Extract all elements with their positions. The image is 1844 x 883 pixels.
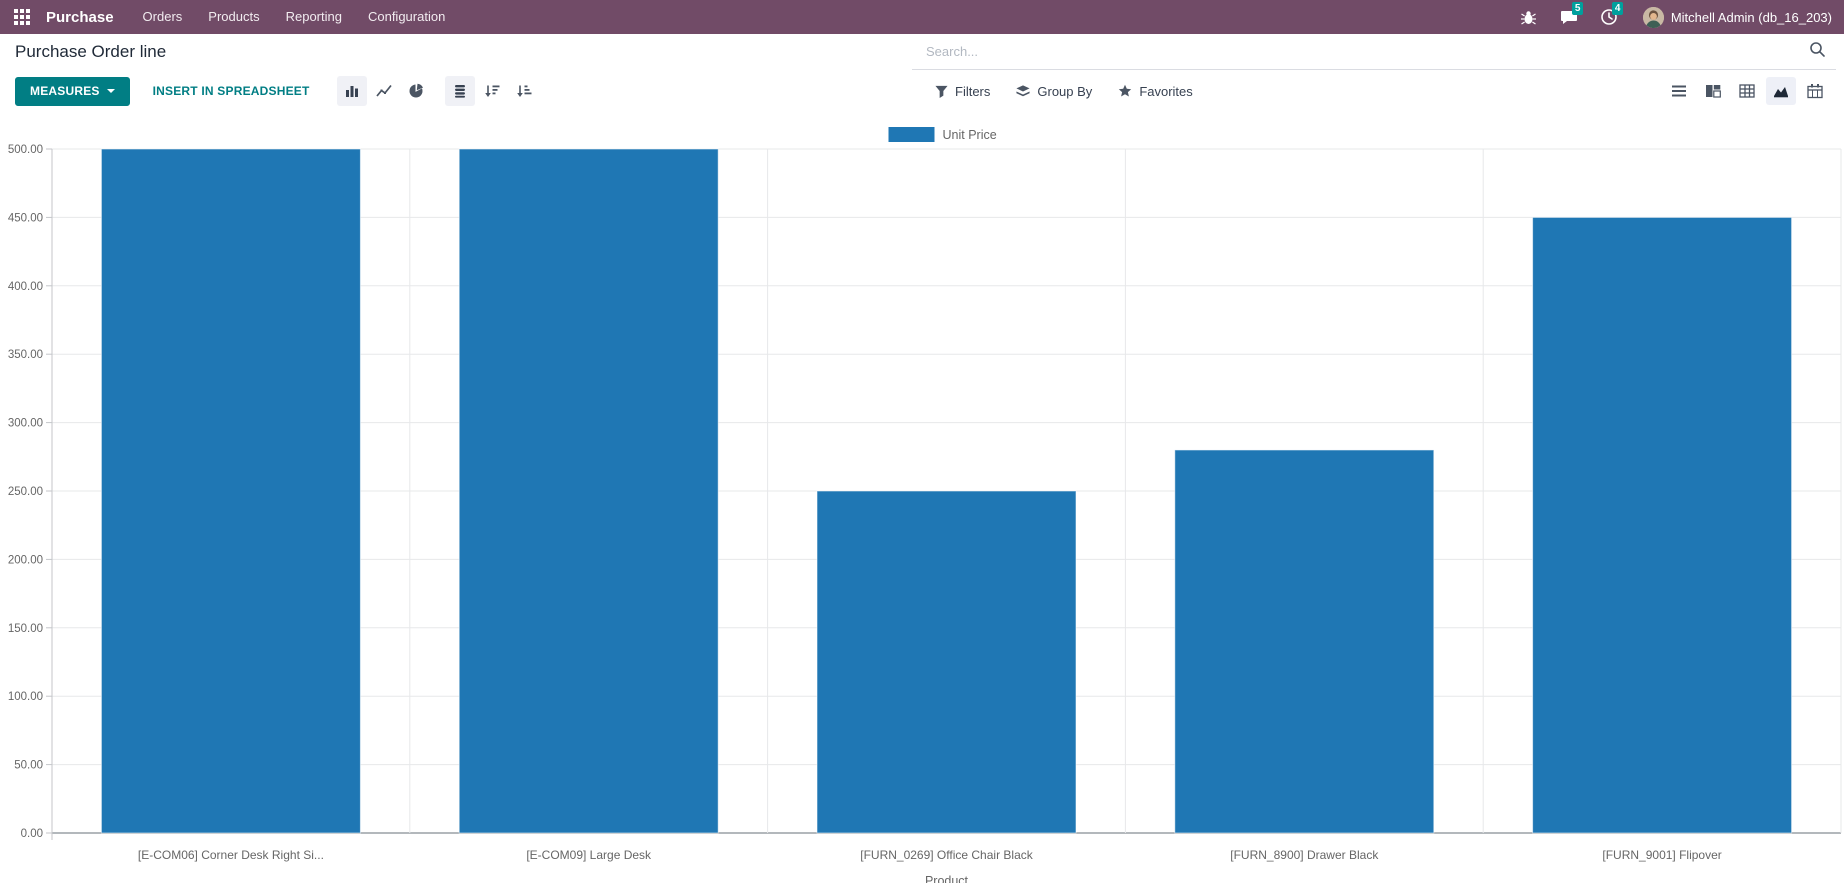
- toolbar: MEASURES INSERT IN SPREADSHEET: [0, 70, 1844, 112]
- search-facets: Filters Group By Favorites: [935, 70, 1193, 112]
- menu-configuration[interactable]: Configuration: [367, 9, 446, 24]
- measures-button[interactable]: MEASURES: [15, 76, 130, 106]
- pie-chart-icon: [409, 82, 423, 98]
- menu-reporting[interactable]: Reporting: [285, 9, 342, 24]
- messages-badge: 5: [1571, 2, 1584, 15]
- y-tick-label: 500.00: [8, 144, 43, 156]
- sort-descending-icon: [484, 85, 500, 97]
- sort-descending-button[interactable]: [477, 76, 507, 106]
- y-tick-label: 50.00: [14, 760, 43, 772]
- group-by-button[interactable]: Group By: [1016, 84, 1092, 99]
- insert-in-spreadsheet-button[interactable]: INSERT IN SPREADSHEET: [147, 83, 316, 99]
- y-tick-label: 0.00: [21, 828, 43, 840]
- user-menu[interactable]: Mitchell Admin (db_16_203): [1670, 9, 1832, 25]
- bar-2[interactable]: [458, 148, 719, 834]
- list-view-icon: [1672, 85, 1686, 97]
- y-tick-label: 250.00: [8, 486, 43, 498]
- sort-ascending-button[interactable]: [509, 76, 539, 106]
- bar-3[interactable]: [816, 490, 1077, 834]
- menu-orders[interactable]: Orders: [142, 9, 183, 24]
- bar-chart-button[interactable]: [336, 76, 367, 106]
- graph-view-button[interactable]: [1766, 77, 1796, 105]
- graph-view: 0.00 50.00 100.00 150.00 200.00 250.00 300.00 3…: [0, 112, 1844, 883]
- activities-badge: 4: [1611, 2, 1624, 15]
- line-chart-icon: [375, 84, 392, 97]
- messages-icon[interactable]: 5: [1558, 2, 1584, 28]
- x-tick-label: [FURN_9001] Flipover: [1602, 848, 1721, 862]
- chevron-down-icon: [106, 89, 115, 93]
- group-by-label: Group By: [1037, 83, 1093, 99]
- bar-5[interactable]: [1532, 216, 1793, 834]
- search-bar[interactable]: [912, 34, 1836, 70]
- bug-icon[interactable]: [1518, 6, 1540, 28]
- bar-1[interactable]: [100, 148, 361, 834]
- x-tick-label: [FURN_8900] Drawer Black: [1230, 848, 1379, 862]
- y-tick-label: 200.00: [8, 554, 43, 566]
- x-axis-title: Product: [925, 874, 969, 883]
- pivot-view-icon: [1739, 84, 1755, 98]
- page-title: Purchase Order line: [15, 42, 167, 61]
- sort-ascending-icon: [516, 85, 532, 97]
- control-panel-top: Purchase Order line: [0, 34, 1844, 70]
- favorites-label: Favorites: [1139, 83, 1193, 99]
- activities-clock-icon[interactable]: 4: [1598, 2, 1624, 28]
- legend-item[interactable]: Unit Price: [888, 127, 997, 142]
- line-chart-button[interactable]: [369, 76, 399, 106]
- pie-chart-button[interactable]: [401, 76, 431, 106]
- y-tick-label: 100.00: [8, 691, 43, 703]
- stacked-icon: [454, 85, 465, 98]
- bar-4[interactable]: [1174, 449, 1435, 834]
- calendar-view-icon: [1807, 84, 1823, 99]
- user-avatar[interactable]: [1642, 6, 1664, 28]
- legend-label: Unit Price: [943, 128, 997, 142]
- measures-label: MEASURES: [30, 84, 100, 98]
- star-icon: [1119, 84, 1132, 97]
- y-tick-label: 450.00: [8, 212, 43, 224]
- legend-swatch: [888, 127, 935, 142]
- apps-grid-icon[interactable]: [10, 5, 34, 29]
- search-input[interactable]: [924, 43, 1809, 60]
- layers-icon: [1016, 85, 1030, 97]
- menu-products[interactable]: Products: [208, 9, 260, 24]
- y-tick-label: 350.00: [8, 349, 43, 361]
- calendar-view-button[interactable]: [1800, 77, 1830, 105]
- pivot-view-button[interactable]: [1732, 77, 1762, 105]
- y-tick-label: 300.00: [8, 418, 43, 430]
- graph-view-icon: [1774, 87, 1788, 98]
- kanban-view-button[interactable]: [1698, 77, 1728, 105]
- view-switcher: [1660, 70, 1830, 112]
- top-navbar: Purchase Orders Products Reporting Confi…: [0, 0, 1844, 34]
- filters-label: Filters: [955, 83, 991, 99]
- filter-funnel-icon: [935, 85, 948, 98]
- x-tick-label: [FURN_0269] Office Chair Black: [860, 848, 1034, 862]
- favorites-button[interactable]: Favorites: [1118, 83, 1193, 99]
- y-tick-label: 400.00: [8, 281, 43, 293]
- x-tick-label: [E-COM09] Large Desk: [526, 848, 652, 862]
- stacked-toggle-button[interactable]: [444, 76, 475, 106]
- bar-chart-icon: [345, 86, 358, 97]
- kanban-view-icon: [1706, 85, 1721, 98]
- filters-button[interactable]: Filters: [935, 84, 990, 99]
- bar-chart: 0.00 50.00 100.00 150.00 200.00 250.00 300.00 3…: [8, 127, 1842, 883]
- search-icon[interactable]: [1809, 41, 1826, 63]
- x-tick-label: [E-COM06] Corner Desk Right Si...: [138, 848, 324, 862]
- app-brand[interactable]: Purchase: [46, 8, 114, 26]
- list-view-button[interactable]: [1664, 77, 1694, 105]
- y-tick-label: 150.00: [8, 623, 43, 635]
